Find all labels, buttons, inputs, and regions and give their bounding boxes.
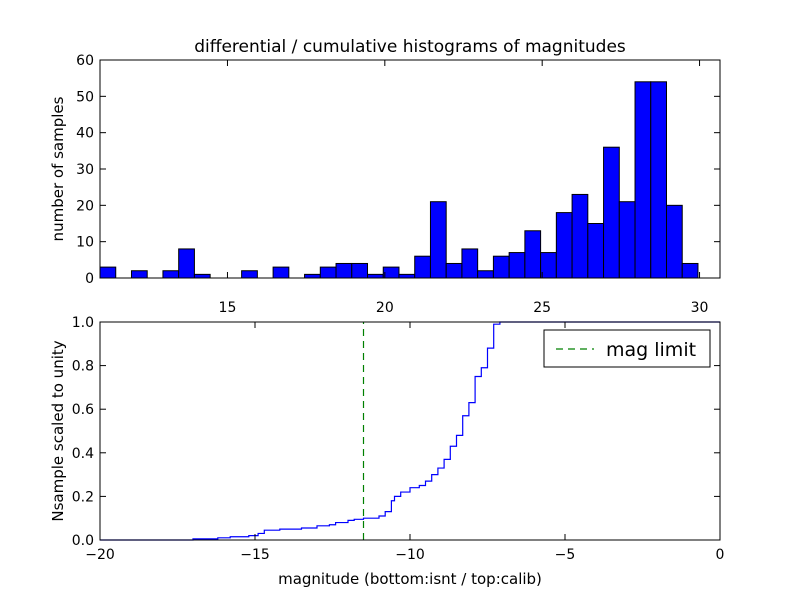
histogram-bar <box>351 262 369 279</box>
histogram-x-tick-label: 20 <box>376 300 394 316</box>
histogram-bar <box>681 262 699 279</box>
histogram-y-axis-label: number of samples <box>49 96 67 241</box>
histogram-title: differential / cumulative histograms of … <box>194 37 626 57</box>
histogram-bar <box>634 81 652 279</box>
histogram-bar <box>162 270 180 279</box>
histogram-bar <box>398 273 416 279</box>
histogram-x-tick-label: 25 <box>533 300 551 316</box>
histogram-bar <box>414 255 431 279</box>
cumulative-step-line <box>100 321 720 541</box>
histogram-y-tick-label: 60 <box>76 53 94 69</box>
histogram-bar <box>335 262 353 279</box>
histogram-y-tick-label: 10 <box>76 235 94 251</box>
cumulative-ticks: 0.0 0.2 0.4 0.6 0.8 1.0 −20 −15 −10 −5 0 <box>72 315 725 563</box>
cumulative-x-tick-label: −10 <box>395 547 425 563</box>
cumulative-x-tick-label: −5 <box>555 547 576 563</box>
cumulative-lines <box>100 321 720 541</box>
histogram-y-tick-label: 0 <box>85 271 94 287</box>
histogram-bar <box>272 266 290 279</box>
histogram-y-tick-label: 50 <box>76 89 94 105</box>
histogram-y-tick-label: 40 <box>76 126 94 142</box>
histogram-bar <box>304 273 321 279</box>
histogram-bar <box>241 270 258 279</box>
histogram-x-tick-label: 15 <box>219 300 237 316</box>
histogram-bar <box>193 273 211 279</box>
legend-label-mag-limit: mag limit <box>606 339 696 361</box>
histogram-bar <box>461 248 479 279</box>
cumulative-x-axis-label: magnitude (bottom:isnt / top:calib) <box>278 570 542 588</box>
cumulative-panel: 0.0 0.2 0.4 0.6 0.8 1.0 −20 −15 −10 −5 0 magnitude… <box>49 315 724 588</box>
histogram-bar <box>382 266 400 279</box>
histogram-bar <box>603 146 620 279</box>
cumulative-y-tick-label: 0.4 <box>72 446 94 462</box>
histogram-bar <box>650 81 667 279</box>
histogram-bar <box>367 273 384 279</box>
histogram-bar <box>571 193 589 279</box>
histogram-bar <box>540 252 557 279</box>
histogram-bar <box>429 201 447 279</box>
cumulative-y-tick-label: 0.0 <box>72 533 94 549</box>
histogram-bars <box>99 81 699 279</box>
histogram-bar <box>492 255 510 279</box>
histogram-panel: 0 10 20 30 40 50 60 15 20 25 30 differential / cum… <box>49 37 721 316</box>
legend: mag limit <box>543 329 711 368</box>
histogram-bar <box>445 262 463 279</box>
histogram-bar <box>130 270 148 279</box>
histogram-bar <box>178 248 195 279</box>
histogram-bar <box>99 266 117 279</box>
cumulative-x-tick-label: 0 <box>716 547 725 563</box>
cumulative-y-axis-label: Nsample scaled to unity <box>49 340 67 521</box>
histogram-bar <box>618 201 636 279</box>
histogram-bar <box>587 223 605 279</box>
histogram-bar <box>508 252 526 279</box>
histogram-bar <box>665 204 683 279</box>
histogram-x-tick-label: 30 <box>691 300 709 316</box>
histogram-y-tick-label: 30 <box>76 162 94 178</box>
cumulative-y-tick-label: 0.6 <box>72 402 94 418</box>
cumulative-y-tick-label: 0.2 <box>72 489 94 505</box>
histogram-ticks: 0 10 20 30 40 50 60 15 20 25 30 <box>76 53 720 316</box>
histogram-y-tick-label: 20 <box>76 198 94 214</box>
histogram-bar <box>319 266 337 279</box>
histogram-bar <box>555 212 573 279</box>
cumulative-x-tick-label: −20 <box>85 547 115 563</box>
histogram-bar <box>477 270 494 279</box>
histogram-bar <box>524 230 542 279</box>
cumulative-x-tick-label: −15 <box>240 547 270 563</box>
cumulative-y-tick-label: 1.0 <box>72 315 94 331</box>
cumulative-y-tick-label: 0.8 <box>72 359 94 375</box>
